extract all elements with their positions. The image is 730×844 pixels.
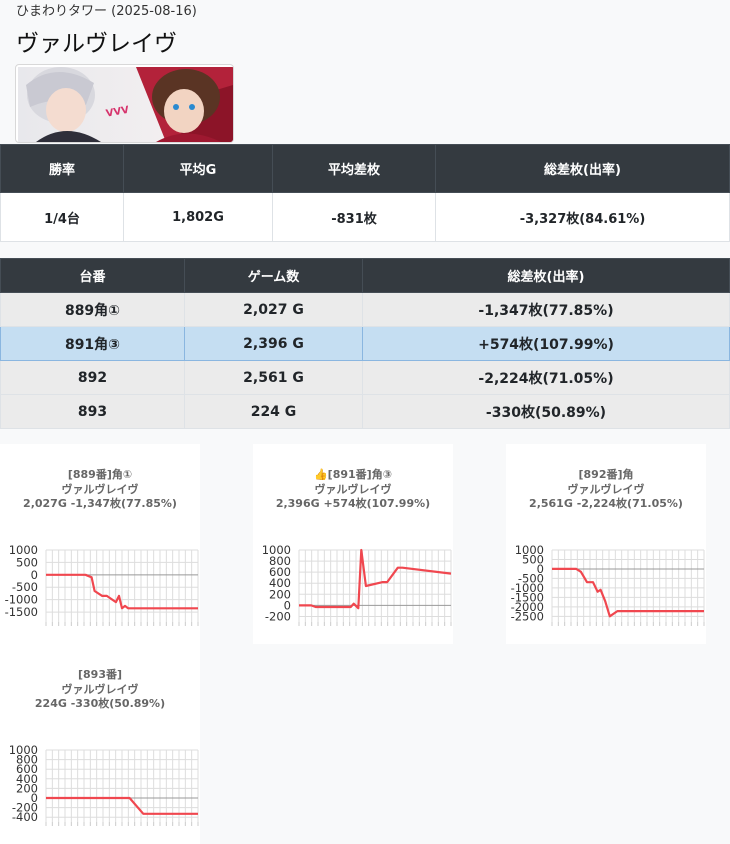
- machine-banner-image: VVV: [15, 64, 234, 143]
- chart-title-line: 2,561G -2,224枚(71.05%): [529, 497, 683, 510]
- table-row[interactable]: 892 2,561 G -2,224枚(71.05%): [0, 360, 730, 395]
- store-date-label: ひまわりタワー (2025-08-16): [16, 4, 197, 19]
- series-line: [552, 567, 704, 618]
- y-tick-label: 1000: [9, 744, 38, 757]
- machine-number: 889角①: [0, 292, 185, 327]
- summary-avg-games: 1,802G: [123, 192, 273, 242]
- y-tick-label: -200: [12, 801, 38, 815]
- y-tick-label: -2000: [511, 600, 544, 614]
- chart-title: [892番]角 ヴァルヴレイヴ 2,561G -2,224枚(71.05%): [506, 468, 706, 512]
- table-row[interactable]: 889角① 2,027 G -1,347枚(77.85%): [0, 292, 730, 327]
- chart-title-line: [889番]角①: [67, 468, 133, 481]
- chart-title-line: ヴァルヴレイヴ: [61, 482, 139, 496]
- y-tick-label: 200: [16, 781, 38, 795]
- y-tick-label: 200: [269, 587, 291, 601]
- machine-diff: -330枚(50.89%): [362, 394, 730, 429]
- y-tick-label: -1500: [511, 590, 544, 604]
- svg-text:VVV: VVV: [105, 105, 130, 120]
- page-title: ヴァルヴレイヴ: [16, 31, 177, 57]
- y-tick-label: 400: [269, 576, 291, 590]
- y-tick-label: -1500: [5, 605, 38, 619]
- chart-title: 👍[891番]角③ ヴァルヴレイヴ 2,396G +574枚(107.99%): [253, 468, 453, 512]
- series-line: [46, 796, 198, 815]
- chart-card-889: [889番]角① ヴァルヴレイヴ 2,027G -1,347枚(77.85%) …: [0, 444, 200, 644]
- y-tick-label: 800: [269, 554, 291, 568]
- table-row[interactable]: 893 224 G -330枚(50.89%): [0, 394, 730, 429]
- chart-title-line: [893番]: [77, 668, 123, 681]
- y-tick-label: -1000: [511, 581, 544, 595]
- y-tick-label: -500: [12, 580, 38, 594]
- machine-games: 2,561 G: [184, 360, 363, 395]
- y-tick-label: -500: [518, 571, 544, 585]
- machine-diff: +574枚(107.99%): [362, 326, 730, 361]
- summary-header-total-diff: 総差枚(出率): [435, 144, 730, 193]
- series-line: [46, 573, 198, 610]
- chart-title: [889番]角① ヴァルヴレイヴ 2,027G -1,347枚(77.85%): [0, 468, 200, 512]
- machine-header-total-diff: 総差枚(出率): [362, 258, 730, 293]
- chart-title-line: 2,027G -1,347枚(77.85%): [23, 497, 177, 510]
- chart-card-892: [892番]角 ヴァルヴレイヴ 2,561G -2,224枚(71.05%) 1…: [506, 444, 706, 644]
- y-tick-label: 800: [16, 753, 38, 767]
- series-line: [299, 548, 452, 610]
- y-tick-label: 0: [31, 568, 38, 582]
- y-tick-label: -400: [12, 810, 38, 824]
- chart-title-line: ヴァルヴレイヴ: [314, 482, 392, 496]
- chart-title-line: 👍[891番]角③: [313, 468, 393, 481]
- machine-number: 891角③: [0, 326, 185, 361]
- chart-title-line: ヴァルヴレイヴ: [61, 682, 139, 696]
- machine-number: 892: [0, 360, 185, 395]
- y-tick-label: 1000: [515, 544, 544, 557]
- y-tick-label: 0: [31, 791, 38, 805]
- machine-games: 2,027 G: [184, 292, 363, 327]
- chart-title: [893番] ヴァルヴレイヴ 224G -330枚(50.89%): [0, 668, 200, 712]
- summary-total-diff: -3,327枚(84.61%): [435, 192, 730, 242]
- chart-title-line: [892番]角: [578, 468, 634, 481]
- summary-header-avg-diff: 平均差枚: [272, 144, 436, 193]
- chart-title-line: ヴァルヴレイヴ: [567, 482, 645, 496]
- y-tick-label: 500: [522, 552, 544, 566]
- y-tick-label: 600: [269, 565, 291, 579]
- machine-games: 224 G: [184, 394, 363, 429]
- table-row[interactable]: 891角③ 2,396 G +574枚(107.99%): [0, 326, 730, 361]
- y-tick-label: 1000: [262, 544, 291, 557]
- summary-avg-diff: -831枚: [272, 192, 436, 242]
- y-tick-label: 400: [16, 772, 38, 786]
- summary-table: 勝率 平均G 平均差枚 総差枚(出率) 1/4台 1,802G -831枚 -3…: [0, 144, 730, 242]
- y-tick-label: 500: [16, 555, 38, 569]
- machine-table: 台番 ゲーム数 総差枚(出率) 889角① 2,027 G -1,347枚(77…: [0, 258, 730, 429]
- y-tick-label: -200: [265, 609, 291, 623]
- machine-header-number: 台番: [0, 258, 185, 293]
- machine-header-games: ゲーム数: [184, 258, 363, 293]
- y-tick-label: -2500: [511, 609, 544, 623]
- y-tick-label: 600: [16, 762, 38, 776]
- chart-title-line: 224G -330枚(50.89%): [34, 697, 166, 710]
- y-tick-label: 1000: [9, 544, 38, 557]
- summary-win-rate: 1/4台: [0, 192, 124, 242]
- summary-header-avg-games: 平均G: [123, 144, 273, 193]
- summary-header-win-rate: 勝率: [0, 144, 124, 193]
- machine-diff: -1,347枚(77.85%): [362, 292, 730, 327]
- y-tick-label: -1000: [5, 593, 38, 607]
- machine-number: 893: [0, 394, 185, 429]
- y-tick-label: 0: [537, 562, 544, 576]
- y-tick-label: 0: [284, 598, 291, 612]
- chart-title-line: 2,396G +574枚(107.99%): [275, 497, 431, 510]
- chart-card-891: 👍[891番]角③ ヴァルヴレイヴ 2,396G +574枚(107.99%) …: [253, 444, 453, 644]
- machine-diff: -2,224枚(71.05%): [362, 360, 730, 395]
- chart-card-893: [893番] ヴァルヴレイヴ 224G -330枚(50.89%) 1000 80…: [0, 644, 200, 844]
- machine-games: 2,396 G: [184, 326, 363, 361]
